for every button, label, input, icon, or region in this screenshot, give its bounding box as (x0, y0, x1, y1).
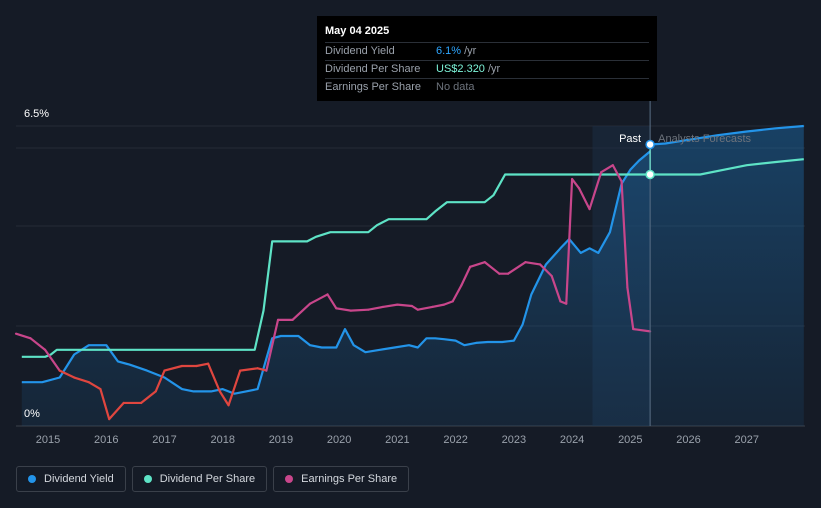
legend-dot-icon (28, 475, 36, 483)
tooltip-value: No data (436, 81, 475, 93)
dividend-per-share-marker (645, 169, 655, 180)
earnings-per-share-segment (195, 362, 210, 368)
x-tick-label: 2023 (502, 434, 526, 446)
tooltip-label: Dividend Yield (325, 45, 395, 57)
dividend-yield-area (21, 126, 804, 426)
earnings-per-share-segment (367, 305, 384, 311)
tooltip-label: Dividend Per Share (325, 63, 421, 75)
tooltip-row-dividend-yield: Dividend Yield 6.1% /yr (325, 43, 649, 61)
legend-label: Dividend Yield (44, 473, 114, 485)
y-axis-min-label: 0% (24, 408, 40, 420)
dividend-per-share-line (21, 173, 651, 358)
earnings-per-share-segment (154, 369, 166, 393)
earnings-per-share-segment (291, 302, 312, 321)
earnings-per-share-segment (99, 387, 111, 421)
y-axis-max-label: 6.5% (24, 108, 50, 120)
earnings-per-share-segment (218, 390, 230, 407)
earnings-per-share-segment (239, 367, 259, 372)
dividend-yield-marker (645, 139, 655, 150)
earnings-per-share-segment (326, 293, 338, 310)
tooltip-unit: /yr (464, 45, 477, 57)
past-label: Past (619, 133, 641, 145)
earnings-per-share-segment (550, 274, 562, 303)
tooltip: May 04 2025 Dividend Yield 6.1% /yr Divi… (317, 16, 657, 101)
legend-dot-icon (285, 475, 294, 483)
tooltip-row-earnings-per-share: Earnings Per Share No data (325, 79, 649, 96)
dividend-per-share-forecast-line (650, 158, 804, 176)
earnings-per-share-segment (265, 318, 280, 372)
tooltip-value: 6.1% (436, 45, 462, 57)
x-tick-label: 2018 (210, 434, 234, 446)
earnings-per-share-segment (626, 286, 635, 331)
earnings-per-share-segment (335, 307, 352, 312)
earnings-per-share-segment (483, 261, 501, 275)
dividend-yield-line (21, 150, 651, 395)
earnings-per-share-segment (416, 305, 434, 311)
earnings-per-share-segment (410, 304, 419, 311)
earnings-per-share-segment (381, 303, 399, 309)
earnings-per-share-segment (349, 308, 370, 312)
earnings-per-share-segment (256, 367, 268, 372)
earnings-per-share-segment (577, 187, 591, 211)
legend-item-earnings-per-share[interactable]: Earnings Per Share (273, 466, 410, 492)
series-layer (14, 124, 804, 426)
earnings-per-share-segment (506, 261, 527, 275)
legend-label: Earnings Per Share (301, 473, 398, 485)
x-tick-label: 2015 (36, 434, 60, 446)
earnings-per-share-segment (442, 300, 454, 306)
tooltip-markers (645, 139, 655, 180)
forecast-label: Analysts Forecasts (658, 133, 751, 145)
earnings-per-share-segment (29, 337, 47, 351)
x-tick-label: 2024 (560, 434, 584, 446)
earnings-per-share-segment (469, 261, 486, 268)
earnings-per-share-segment (431, 303, 446, 309)
earnings-per-share-segment (611, 164, 623, 183)
earnings-per-share-segment (207, 362, 221, 393)
x-axis: 2015 2016 2017 2018 2019 2020 2021 2022 2023 2024… (36, 434, 759, 446)
x-tick-label: 2025 (618, 434, 642, 446)
tooltip-label: Earnings Per Share (325, 81, 421, 93)
earnings-per-share-segment (396, 303, 414, 308)
dividend-yield-forecast-line (650, 124, 804, 146)
earnings-per-share-segment (620, 180, 629, 289)
earnings-per-share-segment (570, 177, 581, 190)
legend-item-dividend-per-share[interactable]: Dividend Per Share (131, 466, 268, 492)
x-tick-label: 2021 (385, 434, 409, 446)
legend: Dividend Yield Dividend Per Share Earnin… (16, 466, 410, 492)
tooltip-row-dividend-per-share: Dividend Per Share US$2.320 /yr (325, 61, 649, 79)
earnings-per-share-segment (600, 164, 614, 174)
earnings-per-share-segment (538, 263, 553, 278)
x-tick-label: 2016 (94, 434, 118, 446)
earnings-per-share-segment (451, 284, 463, 303)
earnings-per-share-segment (108, 401, 125, 421)
earnings-per-share-segment (44, 348, 61, 372)
earnings-per-share-segment (73, 376, 90, 384)
earnings-per-share-segment (588, 171, 603, 211)
x-tick-label: 2019 (269, 434, 293, 446)
legend-dot-icon (143, 475, 152, 483)
tooltip-unit: /yr (487, 63, 501, 75)
legend-item-dividend-yield[interactable]: Dividend Yield (16, 466, 126, 492)
earnings-per-share-segment (308, 293, 329, 305)
earnings-per-share-segment (524, 261, 542, 266)
earnings-per-share-segment (632, 327, 652, 333)
tooltip-value: US$2.320 (436, 63, 485, 75)
earnings-per-share-segment (58, 369, 76, 379)
x-tick-label: 2027 (735, 434, 759, 446)
earnings-per-share-segment (163, 364, 184, 372)
earnings-per-share-segment (14, 332, 32, 340)
earnings-per-share-segment (565, 177, 574, 305)
earnings-per-share-segment (140, 390, 157, 405)
x-tick-label: 2017 (152, 434, 176, 446)
x-tick-label: 2026 (676, 434, 700, 446)
x-tick-label: 2022 (443, 434, 467, 446)
legend-label: Dividend Per Share (159, 473, 256, 485)
earnings-per-share-segment (460, 265, 472, 287)
tooltip-date: May 04 2025 (325, 16, 649, 43)
x-tick-label: 2020 (327, 434, 351, 446)
earnings-per-share-segment (87, 381, 102, 391)
earnings-per-share-segment (227, 369, 242, 407)
